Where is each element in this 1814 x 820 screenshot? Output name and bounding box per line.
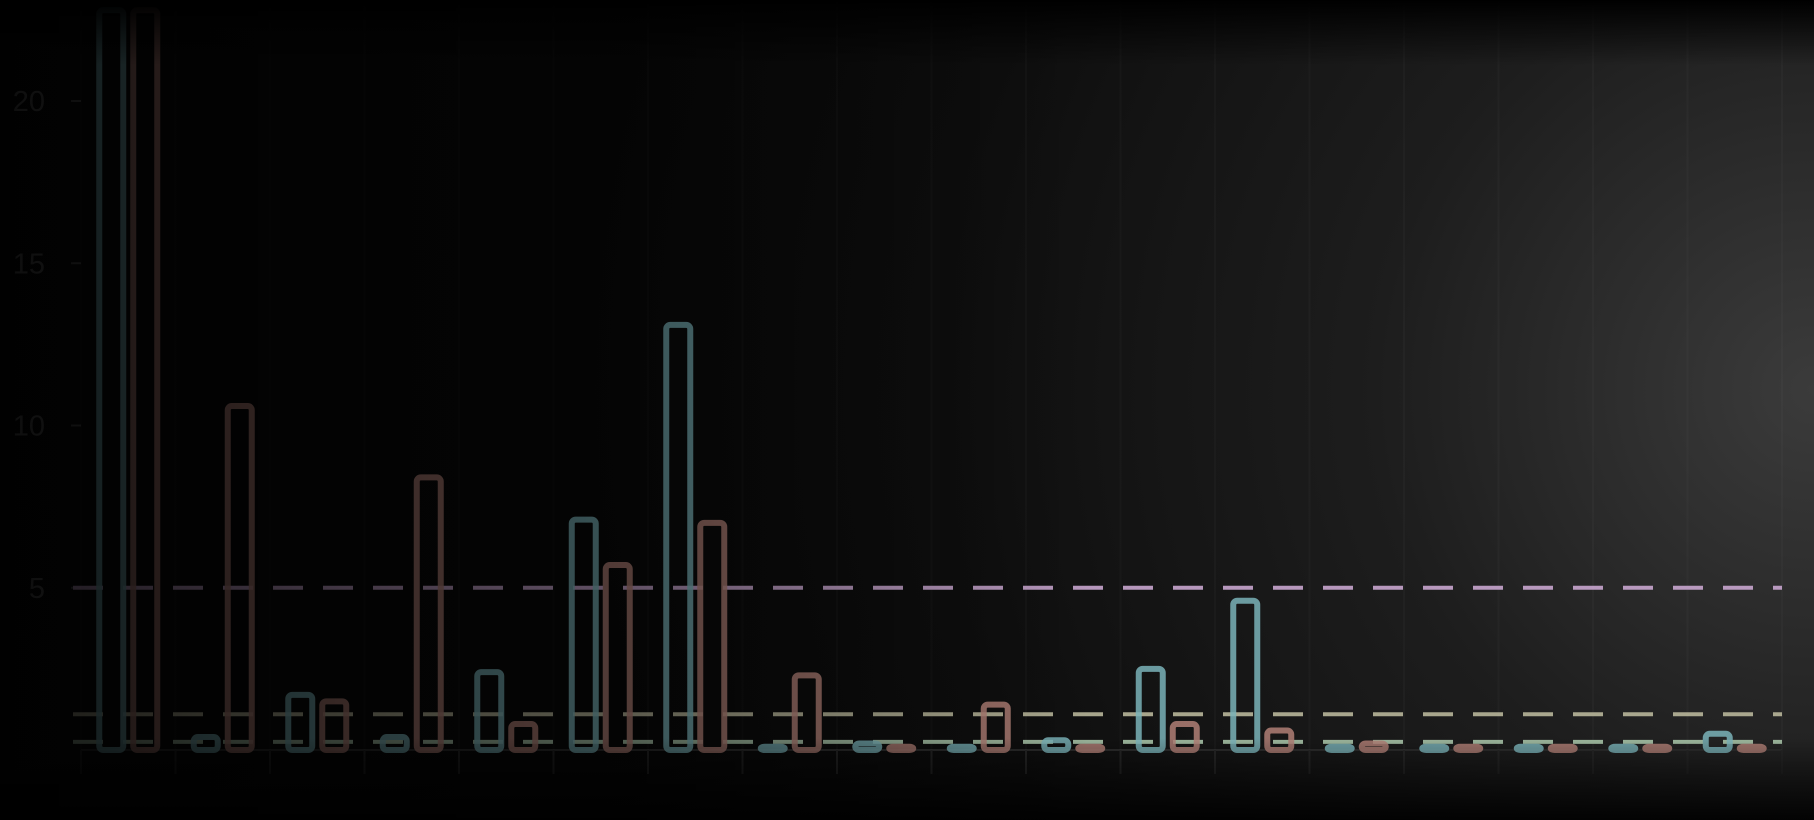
y-tick-label: 10 — [13, 411, 45, 443]
y-tick-label: 20 — [13, 86, 45, 118]
bar-series-2-group-11 — [1075, 743, 1106, 754]
bar-series-1-group-16 — [1513, 743, 1544, 754]
bar-series-1-group-17 — [1608, 743, 1639, 754]
bar-series-2-group-18 — [1736, 743, 1767, 754]
bar-series-1-group-15 — [1419, 743, 1450, 754]
bar-series-1-group-14 — [1324, 743, 1355, 754]
y-tick-label: 15 — [13, 248, 45, 280]
bar-series-1-group-8 — [757, 743, 788, 754]
bar-series-2-group-15 — [1453, 743, 1484, 754]
bar-series-2-group-16 — [1547, 743, 1578, 754]
bar-series-1-group-10 — [946, 743, 977, 754]
bar-series-2-group-17 — [1642, 743, 1673, 754]
bar-series-2-group-9 — [886, 743, 917, 754]
y-tick-label: 5 — [29, 573, 45, 605]
